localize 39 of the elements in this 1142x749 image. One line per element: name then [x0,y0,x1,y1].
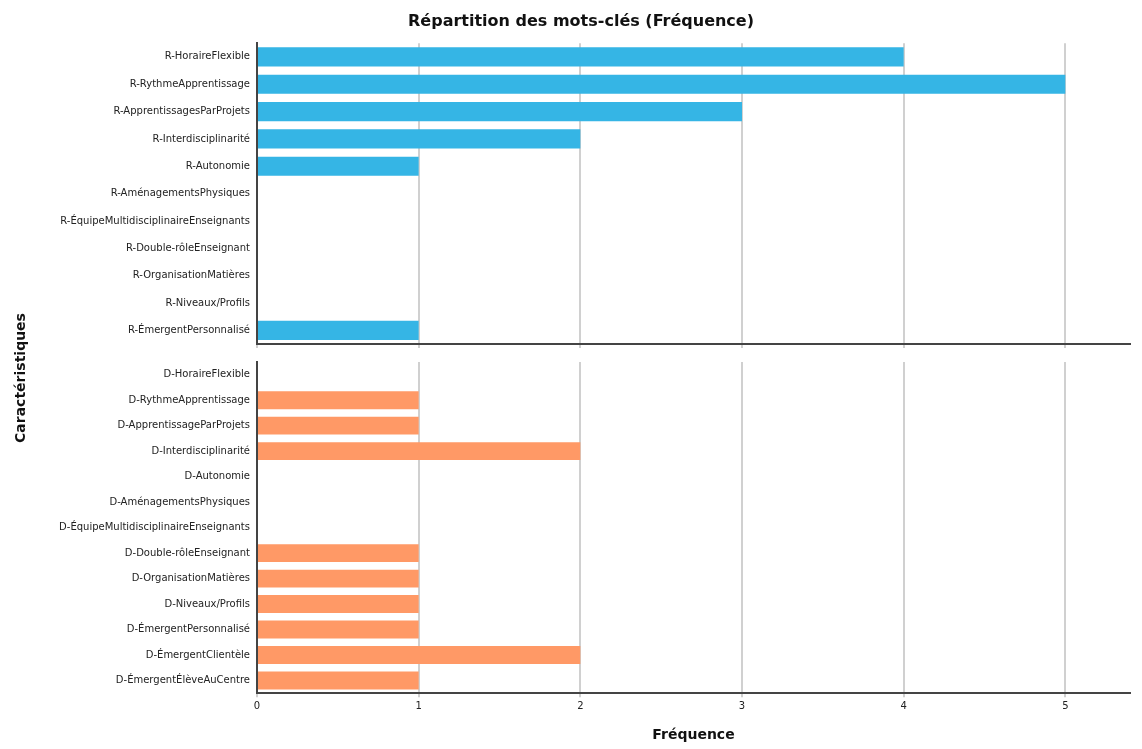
x-tick-label: 5 [1062,699,1069,711]
y-tick-label: D-ApprentissageParProjets [117,419,250,431]
y-tick-label: R-ApprentissagesParProjets [113,105,250,117]
y-tick-label: R-Interdisciplinarité [152,132,250,144]
bar [258,320,419,340]
y-tick-label: D-ÉmergentÉlèveAuCentre [115,673,250,686]
chart-title: Répartition des mots-clés (Fréquence) [407,10,755,30]
y-tick-label: R-ÉmergentPersonnalisé [127,322,250,335]
x-tick-label: 3 [738,699,746,711]
y-tick-label: R-AménagementsPhysiques [110,187,250,199]
y-tick-label: D-ÉmergentClientèle [145,647,250,660]
x-tick-label: 4 [900,699,907,711]
x-tick-label: 0 [253,699,261,711]
y-tick-label: R-OrganisationMatières [132,269,250,281]
bar [258,74,1066,94]
y-tick-label: D-RythmeApprentissage [128,393,250,405]
y-tick-label: D-ÉmergentPersonnalisé [126,622,250,635]
y-axis-title: Caractéristiques [12,313,28,443]
y-tick-label: R-Autonomie [185,159,250,171]
y-tick-label: D-Double-rôleEnseignant [124,546,251,558]
x-tick-label: 1 [415,699,422,711]
y-tick-label: D-AménagementsPhysiques [109,495,250,507]
y-tick-label: R-HoraireFlexible [164,50,250,62]
y-tick-label: D-Autonomie [184,470,250,482]
bar [258,47,904,67]
y-tick-label: D-HoraireFlexible [163,368,250,380]
bar [258,101,742,122]
y-tick-label: D-Interdisciplinarité [151,444,250,456]
x-axis-title: Fréquence [652,726,735,743]
x-tick-label: 2 [577,699,584,711]
y-tick-label: D-Niveaux/Profils [164,597,250,609]
y-tick-label: R-ÉquipeMultidisciplinaireEnseignants [60,213,250,226]
y-tick-label: R-Double-rôleEnseignant [125,241,251,253]
bar [258,156,419,176]
y-tick-label: D-OrganisationMatières [131,572,250,584]
y-tick-label: R-Niveaux/Profils [165,296,250,308]
y-tick-label: R-RythmeApprentissage [129,77,250,89]
y-tick-label: D-ÉquipeMultidisciplinaireEnseignants [59,520,250,533]
bar [258,129,581,149]
